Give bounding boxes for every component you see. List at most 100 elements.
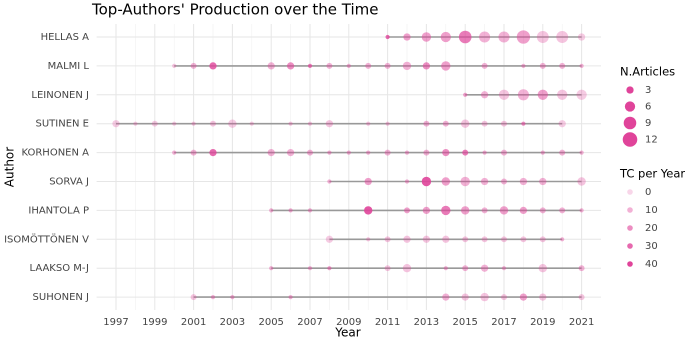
bubble: [501, 120, 507, 127]
size-legend-label: 3: [645, 85, 651, 96]
bubble: [559, 207, 566, 214]
bubble: [423, 149, 430, 156]
bubble: [539, 236, 546, 243]
bubble: [517, 89, 529, 101]
x-tick-label: 2011: [375, 317, 400, 328]
color-legend-label: 0: [645, 187, 651, 198]
bubble: [577, 177, 586, 186]
color-legend-label: 20: [645, 223, 658, 234]
chart-title: Top-Authors' Production over the Time: [91, 1, 379, 19]
bubble: [326, 62, 333, 69]
bubble: [556, 31, 569, 43]
bubble: [540, 150, 545, 155]
bubble: [442, 120, 449, 127]
bubble: [404, 150, 410, 155]
bubble: [269, 266, 274, 271]
bubble: [327, 150, 332, 155]
bubble: [422, 62, 431, 70]
bubble: [481, 62, 488, 69]
bubble: [441, 205, 451, 216]
x-tick-label: 2019: [530, 317, 555, 328]
bubble: [210, 295, 216, 300]
bubble: [498, 31, 510, 43]
bubble: [307, 208, 313, 213]
bubble: [228, 119, 237, 128]
x-tick-label: 1999: [142, 317, 167, 328]
y-tick-label: IHANTOLA P: [28, 205, 89, 216]
x-tick-label: 2003: [220, 317, 245, 328]
size-legend-key: [626, 86, 634, 94]
bubble: [307, 266, 313, 271]
bubble: [151, 120, 158, 127]
bubble: [558, 120, 566, 128]
bubble: [366, 121, 371, 126]
size-legend-label: 12: [645, 135, 658, 146]
bubble: [559, 62, 566, 69]
bubble: [499, 206, 509, 215]
bubble: [421, 176, 432, 187]
bubble: [576, 89, 587, 100]
bubble: [481, 207, 488, 214]
y-tick-label: LEINONEN J: [31, 90, 89, 101]
y-tick-label: SORVA J: [49, 177, 89, 188]
bubble: [190, 62, 197, 69]
y-tick-label: SUTINEN E: [35, 119, 89, 130]
bubble: [346, 63, 351, 68]
bubble: [462, 265, 469, 272]
color-legend-key: [627, 225, 633, 231]
size-legend-key: [622, 132, 638, 147]
bubble: [441, 177, 450, 186]
bubble: [482, 150, 487, 155]
bubble: [520, 236, 527, 243]
bubble: [403, 235, 411, 243]
bubble: [460, 176, 470, 187]
bubble: [516, 30, 531, 44]
bubble: [577, 33, 586, 41]
bubble: [190, 294, 197, 301]
bubble: [384, 149, 391, 156]
bubble: [421, 32, 432, 42]
bubble: [364, 177, 372, 186]
bubble: [385, 34, 390, 40]
bubble: [364, 206, 373, 215]
x-tick-label: 2021: [569, 317, 594, 328]
x-tick-label: 2015: [452, 317, 477, 328]
x-tick-label: 2007: [297, 317, 322, 328]
bubble: [443, 266, 448, 271]
bubble: [481, 120, 488, 127]
bubble: [462, 149, 469, 156]
bubble: [210, 120, 216, 127]
size-legend-key: [623, 116, 637, 130]
x-tick-label: 1997: [103, 317, 128, 328]
bubble: [403, 33, 411, 41]
color-legend-label: 10: [645, 205, 658, 216]
bubble: [539, 207, 546, 214]
bubble: [325, 120, 334, 128]
bubble: [479, 31, 491, 43]
bubble: [480, 264, 489, 272]
bubble: [537, 89, 548, 100]
bubble: [440, 31, 451, 43]
bubble: [579, 63, 584, 68]
bubble: [402, 61, 412, 71]
x-tick-label: 2001: [181, 317, 206, 328]
bubble: [480, 292, 489, 302]
bubble: [384, 265, 391, 272]
bubble: [288, 208, 293, 213]
bubble: [404, 207, 410, 214]
y-tick-label: LAAKSO M-J: [30, 263, 89, 274]
size-legend-label: 6: [645, 102, 651, 113]
bubble: [422, 206, 431, 215]
bubble: [481, 236, 488, 243]
bubble: [172, 121, 177, 126]
bubble: [501, 266, 507, 271]
y-tick-label: HELLAS A: [41, 32, 90, 43]
bubble: [519, 177, 528, 186]
bubble: [288, 295, 293, 300]
bubble: [172, 150, 177, 155]
bubble: [327, 266, 332, 271]
bubble: [442, 148, 450, 157]
bubble: [462, 236, 469, 243]
bubble: [519, 293, 528, 301]
